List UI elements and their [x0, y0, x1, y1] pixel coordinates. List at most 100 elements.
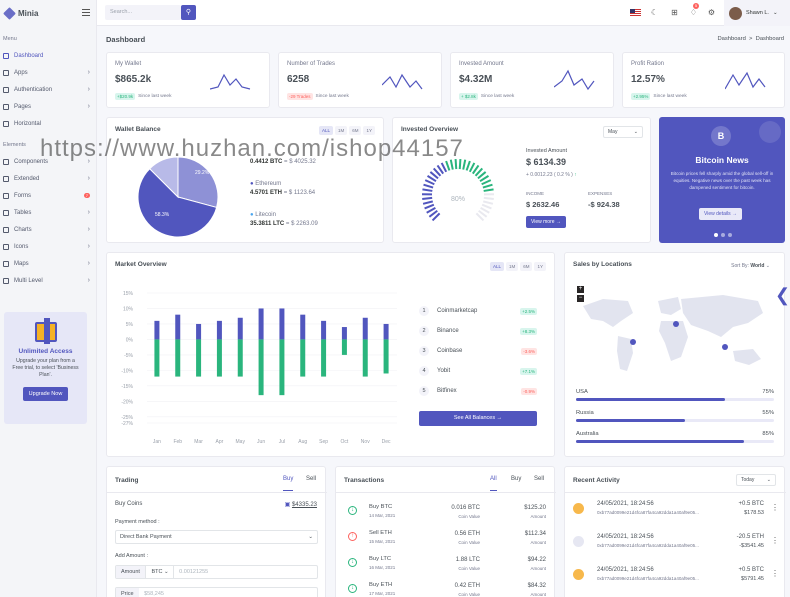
amount: $ 6134.39 — [526, 157, 567, 167]
sidebar-badge: 7 — [83, 193, 90, 198]
market-title: Market Overview — [115, 261, 167, 268]
chevron-left-icon[interactable]: ❮ — [775, 285, 790, 305]
month-select[interactable]: May ⌄ — [603, 126, 643, 138]
sidebar-item-components[interactable]: Components › — [0, 153, 96, 170]
moon-icon[interactable]: ☾ — [650, 8, 659, 17]
exchange-row[interactable]: 2 Binance +8.3% — [419, 326, 537, 336]
upgrade-button[interactable]: Upgrade Now — [22, 387, 69, 401]
exchange-change: +7.1% — [520, 367, 537, 375]
logo[interactable]: Minia — [0, 0, 96, 26]
more-vertical-icon[interactable]: ⋮ — [771, 536, 779, 545]
sidebar-item-dashboard[interactable]: Dashboard — [0, 47, 96, 64]
delta-note: Since last week — [480, 94, 515, 99]
exchange-row[interactable]: 5 Bitfinex -0.9% — [419, 386, 537, 396]
range-6m[interactable]: 6M — [520, 262, 533, 271]
sort-select[interactable]: Sort By: World ⌄ — [731, 263, 770, 269]
flag-us-icon[interactable] — [630, 9, 641, 16]
exchange-row[interactable]: 1 Coinmarketcap +2.5% — [419, 306, 537, 316]
activity-row[interactable]: 24/05/2021, 18:24:56 0xb77ad0099e21d4fca8… — [565, 528, 789, 558]
world-map — [583, 295, 763, 371]
map-marker[interactable] — [630, 339, 636, 345]
coin-value: 4.5701 ETH — [250, 190, 283, 196]
menu-toggle-icon[interactable] — [82, 9, 90, 16]
chevron-right-icon: › — [87, 86, 90, 93]
delta-badge: + $2.8k — [459, 93, 478, 100]
amount-label: Invested Amount — [526, 148, 567, 154]
sidebar-item-icons[interactable]: Icons › — [0, 238, 96, 255]
arrow-down-circle-icon: ↓ — [348, 506, 357, 515]
amount-change: + 0.0012.23 ( 0.2 % ) ↑ — [526, 172, 577, 178]
coin-usd: = $ 2263.09 — [285, 221, 318, 227]
coin-usd: = $ 4025.32 — [284, 159, 316, 165]
settings-icon[interactable]: ⚙ — [707, 8, 716, 17]
amount-input[interactable]: 0.00121255 — [179, 569, 209, 575]
y-tick-label: -27% — [121, 421, 133, 427]
range-6m[interactable]: 6M — [349, 126, 362, 135]
sidebar-item-maps[interactable]: Maps › — [0, 255, 96, 272]
see-all-balances-button[interactable]: See All Balances → — [419, 411, 537, 426]
zoom-out-button[interactable]: − — [577, 295, 584, 302]
grid-icon[interactable]: ⊞ — [671, 8, 678, 17]
view-more-button[interactable]: View more → — [526, 216, 566, 228]
tab-sell[interactable]: Sell — [306, 476, 317, 482]
map-marker[interactable] — [722, 344, 728, 350]
arrow-up-circle-icon: ↑ — [348, 532, 357, 541]
map-icon — [3, 260, 9, 267]
user-menu[interactable]: Shawn L. ⌄ — [724, 0, 790, 26]
search-input[interactable]: Search... — [105, 5, 181, 20]
range-all[interactable]: ALL — [489, 262, 504, 271]
expenses: -$ 924.38 — [588, 200, 620, 209]
sidebar-item-extended[interactable]: Extended › — [0, 170, 96, 187]
sidebar-item-horizontal[interactable]: Horizontal — [0, 115, 96, 132]
sidebar-item-label: Charts — [14, 226, 32, 233]
sidebar-item-multi-level[interactable]: Multi Level › — [0, 272, 96, 289]
bar-negative — [154, 339, 160, 377]
transaction-row[interactable]: ↓ Buy LTC 16 Mar, 2021 1.88 LTC Coin Value $9… — [336, 552, 556, 578]
y-tick-label: -5% — [124, 353, 133, 359]
stat-card: My Wallet $865.2k +$20.9k Since last week — [106, 52, 270, 108]
bell-icon[interactable]: ♢ — [689, 8, 698, 17]
exchange-row[interactable]: 3 Coinbase -3.6% — [419, 346, 537, 356]
payment-method-select[interactable]: Direct Bank Payment ⌄ — [115, 530, 318, 544]
gauge-tick — [449, 159, 454, 170]
coin-value: 0.42 ETH — [454, 583, 480, 589]
sidebar-item-pages[interactable]: Pages › — [0, 98, 96, 115]
activity-row[interactable]: 24/05/2021, 18:24:56 0xb77ad0099e21d4fca8… — [565, 561, 789, 591]
range-1m[interactable]: 1M — [334, 126, 348, 135]
map-marker[interactable] — [673, 321, 679, 327]
gauge-tick — [482, 200, 494, 205]
sidebar-item-label: Horizontal — [14, 120, 42, 127]
tab-all[interactable]: All — [490, 476, 497, 491]
tab-buy[interactable]: Buy — [511, 476, 522, 482]
sidebar-item-apps[interactable]: Apps › — [0, 64, 96, 81]
more-vertical-icon[interactable]: ⋮ — [771, 503, 779, 512]
price-input[interactable]: $58,245 — [144, 591, 164, 597]
breadcrumb-item[interactable]: Dashboard — [717, 36, 746, 42]
sidebar-item-forms[interactable]: Forms 7 — [0, 187, 96, 204]
sidebar-item-tables[interactable]: Tables › — [0, 204, 96, 221]
view-details-button[interactable]: View details → — [699, 208, 742, 220]
period-select[interactable]: Today ⌄ — [736, 474, 776, 486]
transaction-row[interactable]: ↑ Sell ETH 15 Mar, 2021 0.56 ETH Coin Value $… — [336, 526, 556, 552]
currency-select[interactable]: BTC ⌄ — [148, 566, 174, 578]
transaction-row[interactable]: ↓ Buy BTC 14 Mar, 2021 0.016 BTC Coin Value $… — [336, 500, 556, 526]
range-1y[interactable]: 1Y — [534, 262, 546, 271]
activity-row[interactable]: 24/05/2021, 18:24:56 0xb77ad0099e21d4fca8… — [565, 495, 789, 525]
stat-label: Invested Amount — [459, 61, 504, 67]
range-1y[interactable]: 1Y — [363, 126, 375, 135]
sidebar-item-authentication[interactable]: Authentication › — [0, 81, 96, 98]
tab-sell[interactable]: Sell — [534, 476, 545, 482]
exchange-row[interactable]: 4 Yobit +7.1% — [419, 366, 537, 376]
zoom-in-button[interactable]: + — [577, 286, 584, 293]
x-tick-label: Sep — [319, 439, 328, 445]
search-button[interactable]: ⚲ — [181, 5, 196, 20]
transaction-row[interactable]: ↓ Buy ETH 17 Mar, 2021 0.42 ETH Coin Value $8… — [336, 578, 556, 597]
carousel-dots[interactable] — [714, 233, 732, 237]
sidebar-item-charts[interactable]: Charts › — [0, 221, 96, 238]
tab-buy[interactable]: Buy — [283, 476, 294, 491]
users-icon — [3, 86, 9, 93]
range-all[interactable]: ALL — [318, 126, 333, 135]
more-vertical-icon[interactable]: ⋮ — [771, 569, 779, 578]
range-1m[interactable]: 1M — [505, 262, 519, 271]
stat-delta: +2.95% Since last week — [631, 93, 687, 100]
